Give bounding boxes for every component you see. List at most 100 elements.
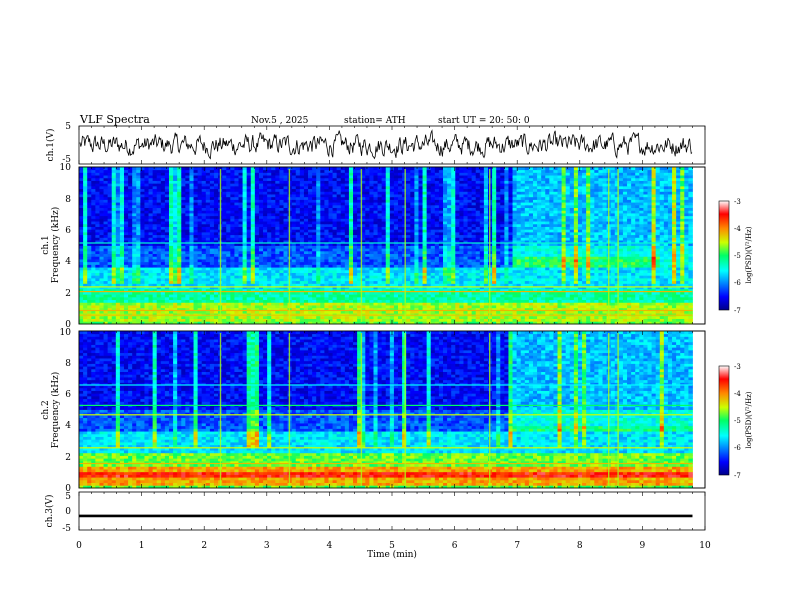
spectrogram-cell: [324, 275, 328, 278]
spectrogram-cell: [279, 278, 283, 281]
spectrogram-cell: [680, 267, 684, 270]
spectrogram-cell: [189, 237, 193, 240]
spectrogram-cell: [194, 246, 198, 249]
spectrogram-cell: [263, 281, 267, 284]
spectrogram-cell: [202, 283, 206, 286]
spectrogram-cell: [378, 300, 382, 303]
spectrogram-cell: [623, 319, 627, 322]
spectrogram-cell: [586, 305, 590, 308]
spectrogram-cell: [517, 248, 521, 251]
spectrogram-cell: [680, 273, 684, 276]
spectrogram-cell: [443, 248, 447, 251]
spectrogram-cell: [247, 294, 251, 297]
spectrogram-cell: [529, 305, 533, 308]
spectrogram-cell: [341, 281, 345, 284]
spectrogram-cell: [521, 264, 525, 267]
spectrogram-cell: [320, 319, 324, 322]
spectrogram-cell: [271, 275, 275, 278]
spectrogram-cell: [181, 283, 185, 286]
spectrogram-cell: [99, 270, 103, 273]
spectrogram-cell: [222, 264, 226, 267]
spectrogram-cell: [447, 267, 451, 270]
spectrogram-cell: [202, 267, 206, 270]
spectrogram-cell: [492, 256, 496, 259]
spectrogram-cell: [533, 251, 537, 254]
spectrogram-cell: [382, 275, 386, 278]
spectrogram-cell: [468, 281, 472, 284]
spectrogram-cell: [468, 254, 472, 257]
spectrogram-cell: [91, 235, 95, 238]
spectrogram-cell: [676, 270, 680, 273]
spectrogram-cell: [128, 264, 132, 267]
spectrogram-cell: [279, 267, 283, 270]
spectrogram-cell: [214, 246, 218, 249]
spectrogram-cell: [140, 235, 144, 238]
spectrogram-cell: [684, 275, 688, 278]
spectrogram-cell: [378, 262, 382, 265]
spectrogram-cell: [688, 246, 692, 249]
spectrogram-cell: [418, 283, 422, 286]
spectrogram-cell: [431, 259, 435, 262]
spectrogram-cell: [243, 283, 247, 286]
spectrogram-cell: [189, 278, 193, 281]
spectrogram-cell: [365, 267, 369, 270]
spectrogram-cell: [459, 259, 463, 262]
spectrogram-cell: [562, 300, 566, 303]
spectrogram-cell: [104, 302, 108, 305]
spectrogram-cell: [251, 259, 255, 262]
spectrogram-cell: [234, 267, 238, 270]
spectrogram-cell: [369, 267, 373, 270]
spectrogram-cell: [410, 297, 414, 300]
spectrogram-cell: [639, 302, 643, 305]
spectrogram-cell: [463, 251, 467, 254]
spectrogram-cell: [541, 273, 545, 276]
spectrogram-cell: [153, 316, 157, 319]
spectrogram-cell: [120, 237, 124, 240]
spectrogram-cell: [165, 294, 169, 297]
spectrogram-cell: [181, 316, 185, 319]
spectrogram-cell: [128, 256, 132, 259]
spectrogram-cell: [300, 281, 304, 284]
spectrogram-cell: [292, 319, 296, 322]
spectrogram-cell: [439, 297, 443, 300]
spectrogram-cell: [545, 275, 549, 278]
spectrogram-cell: [345, 302, 349, 305]
spectrogram-cell: [206, 275, 210, 278]
spectrogram-cell: [406, 302, 410, 305]
spectrogram-cell: [308, 235, 312, 238]
spectrogram-cell: [333, 262, 337, 265]
spectrogram-cell: [99, 264, 103, 267]
spectrogram-cell: [688, 251, 692, 254]
spectrogram-cell: [214, 300, 218, 303]
spectrogram-cell: [308, 248, 312, 251]
spectrogram-cell: [337, 305, 341, 308]
spectrogram-cell: [451, 275, 455, 278]
spectrogram-cell: [296, 264, 300, 267]
spectrogram-cell: [378, 275, 382, 278]
spectrogram-cell: [676, 256, 680, 259]
spectrogram-cell: [386, 248, 390, 251]
spectrogram-cell: [558, 237, 562, 240]
spectrogram-cell: [243, 251, 247, 254]
spectrogram-cell: [394, 256, 398, 259]
spectrogram-cell: [594, 273, 598, 276]
spectrogram-cell: [406, 270, 410, 273]
spectrogram-cell: [553, 246, 557, 249]
spectrogram-cell: [239, 267, 243, 270]
spectrogram-cell: [468, 316, 472, 319]
spectrogram-cell: [144, 283, 148, 286]
spectrogram-cell: [279, 273, 283, 276]
spectrogram-cell: [394, 294, 398, 297]
spectrogram-cell: [570, 283, 574, 286]
spectrogram-cell: [345, 259, 349, 262]
spectrogram-cell: [353, 297, 357, 300]
spectrogram-cell: [484, 237, 488, 240]
spectrogram-cell: [369, 262, 373, 265]
spectrogram-cell: [87, 294, 91, 297]
spectrogram-cell: [672, 246, 676, 249]
spectrogram-cell: [660, 262, 664, 265]
spectrogram-cell: [124, 294, 128, 297]
spectrogram-cell: [533, 278, 537, 281]
spectrogram-cell: [472, 270, 476, 273]
spectrogram-cell: [627, 246, 631, 249]
